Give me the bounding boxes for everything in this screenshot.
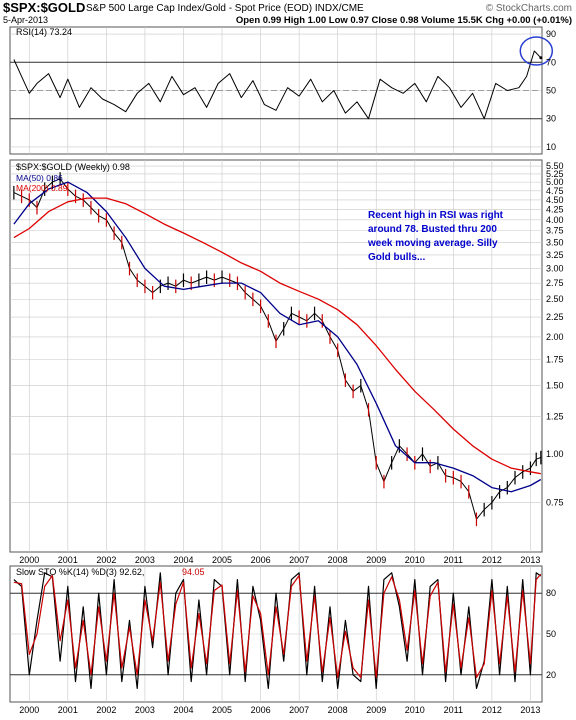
series-line-0-0 [13, 50, 542, 120]
y-tick-1-10: 3.25 [546, 250, 564, 260]
header-symbol: $SPX:$GOLD [3, 0, 85, 15]
y-tick-1-19: 5.50 [546, 161, 564, 171]
ma50-legend: MA(50) 0.86 [16, 173, 63, 183]
x-tick-1-0: 2000 [19, 555, 39, 565]
y-tick-1-7: 2.50 [546, 294, 564, 304]
y-tick-1-13: 4.00 [546, 215, 564, 225]
x-tick-2-12: 2012 [482, 705, 502, 715]
sto-legend: Slow STO %K(14) %D(3) 92.62, [16, 567, 144, 577]
x-tick-2-0: 2000 [19, 705, 39, 715]
header-copyright: © StockCharts.com [486, 3, 572, 14]
rsi-legend: RSI(14) 73.24 [16, 27, 72, 37]
x-tick-2-7: 2007 [289, 705, 309, 715]
x-tick-1-13: 2013 [520, 555, 540, 565]
x-tick-1-4: 2004 [173, 555, 193, 565]
y-tick-1-4: 1.75 [546, 354, 564, 364]
header-quote: Open 0.99 High 1.00 Low 0.97 Close 0.98 … [236, 15, 572, 26]
y-tick-1-17: 5.00 [546, 177, 564, 187]
y-tick-1-15: 4.50 [546, 195, 564, 205]
y-tick-1-6: 2.25 [546, 312, 564, 322]
y-tick-1-9: 3.00 [546, 263, 564, 273]
price-legend: $SPX:$GOLD (Weekly) 0.98 [16, 162, 130, 172]
y-tick-1-3: 1.50 [546, 381, 564, 391]
y-tick-1-1: 1.00 [546, 449, 564, 459]
x-tick-1-9: 2009 [366, 555, 386, 565]
y-tick-0-1: 30 [546, 114, 556, 124]
series-line-1-1 [13, 181, 542, 493]
y-tick-1-12: 3.75 [546, 226, 564, 236]
x-tick-2-2: 2002 [96, 705, 116, 715]
x-tick-2-3: 2003 [135, 705, 155, 715]
x-tick-2-6: 2006 [251, 705, 271, 715]
rsi-high-circle [519, 36, 554, 66]
x-tick-1-10: 2010 [405, 555, 425, 565]
x-tick-1-5: 2005 [212, 555, 232, 565]
x-tick-1-8: 2008 [328, 555, 348, 565]
sto-legend-d: 94.05 [182, 567, 205, 577]
y-tick-1-16: 4.75 [546, 186, 564, 196]
annotation: Recent high in RSI was right around 78. B… [367, 210, 504, 263]
y-tick-1-14: 4.25 [546, 205, 564, 215]
y-tick-1-0: 0.75 [546, 498, 564, 508]
x-tick-2-5: 2005 [212, 705, 232, 715]
y-tick-2-0: 20 [546, 670, 556, 680]
header-description: S&P 500 Large Cap Index/Gold - Spot Pric… [86, 3, 364, 14]
y-tick-1-8: 2.75 [546, 278, 564, 288]
y-tick-1-2: 1.25 [546, 411, 564, 421]
y-tick-0-3: 70 [546, 57, 556, 67]
x-tick-2-10: 2010 [405, 705, 425, 715]
x-tick-1-2: 2002 [96, 555, 116, 565]
x-tick-2-11: 2011 [444, 705, 463, 715]
y-tick-1-5: 2.00 [546, 332, 564, 342]
series-line-1-2 [13, 197, 541, 475]
x-tick-2-4: 2004 [173, 705, 193, 715]
x-tick-1-7: 2007 [289, 555, 309, 565]
y-tick-0-4: 90 [546, 29, 556, 39]
x-tick-1-1: 2001 [58, 555, 78, 565]
y-tick-0-0: 10 [546, 142, 556, 152]
x-tick-1-11: 2011 [444, 555, 463, 565]
series-line-2-1 [13, 573, 542, 679]
y-tick-1-18: 5.25 [546, 169, 564, 179]
x-tick-2-13: 2013 [520, 705, 540, 715]
y-tick-2-2: 80 [546, 588, 556, 598]
x-tick-2-8: 2008 [328, 705, 348, 715]
x-tick-1-6: 2006 [251, 555, 271, 565]
x-tick-2-9: 2009 [366, 705, 386, 715]
x-tick-1-12: 2012 [482, 555, 502, 565]
x-tick-2-1: 2001 [58, 705, 78, 715]
rsi-last-point [539, 56, 543, 60]
series-line-1-0 [13, 178, 541, 520]
ma200-legend: MA(200) 0.89 [16, 183, 68, 193]
header-date: 5-Apr-2013 [3, 15, 48, 25]
y-tick-1-11: 3.50 [546, 237, 564, 247]
y-tick-2-1: 50 [546, 629, 556, 639]
y-tick-0-2: 50 [546, 86, 556, 96]
x-tick-1-3: 2003 [135, 555, 155, 565]
